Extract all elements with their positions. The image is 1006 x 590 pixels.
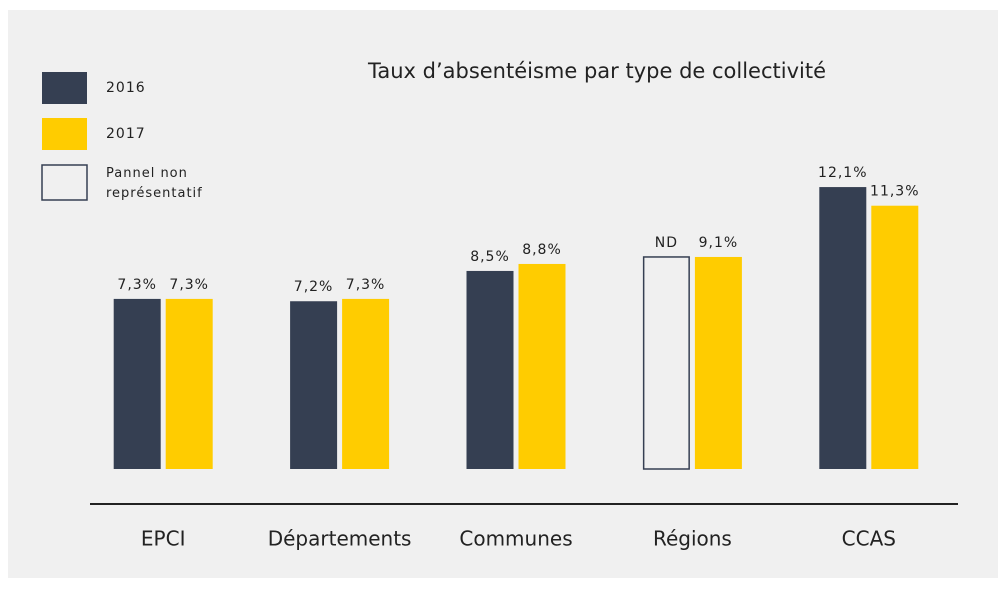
chart-title: Taux d’absentéisme par type de collectiv… [367,59,826,83]
value-label: ND [655,235,678,251]
bar [466,270,514,469]
value-label: 7,2% [294,279,334,295]
value-label: 7,3% [346,277,386,293]
value-label: 11,3% [870,184,919,200]
bar [165,298,213,469]
x-tick-label: Départements [268,527,412,551]
value-label: 7,3% [117,277,157,293]
legend-swatch-missing [41,164,88,201]
x-tick-label: Communes [459,527,572,551]
bar [871,205,919,469]
legend-label: 2017 [106,126,146,142]
legend-swatch [42,118,87,150]
value-label: 12,1% [818,165,867,181]
legend-label: 2016 [106,80,146,96]
legend-label-missing: Pannel non représentatif [106,166,203,201]
x-tick-label: EPCI [141,527,186,551]
x-tick-label: Régions [653,527,732,551]
bar [819,187,867,469]
bar [518,263,566,469]
legend-swatch [42,72,87,104]
missing-bar [642,256,690,470]
value-label: 8,8% [522,242,562,258]
value-label: 9,1% [699,235,739,251]
bar [694,256,742,469]
value-label: 7,3% [169,277,209,293]
value-label: 8,5% [470,249,510,265]
bar [342,298,390,469]
bar [113,298,161,469]
x-tick-label: CCAS [842,527,896,551]
bar [290,301,338,469]
